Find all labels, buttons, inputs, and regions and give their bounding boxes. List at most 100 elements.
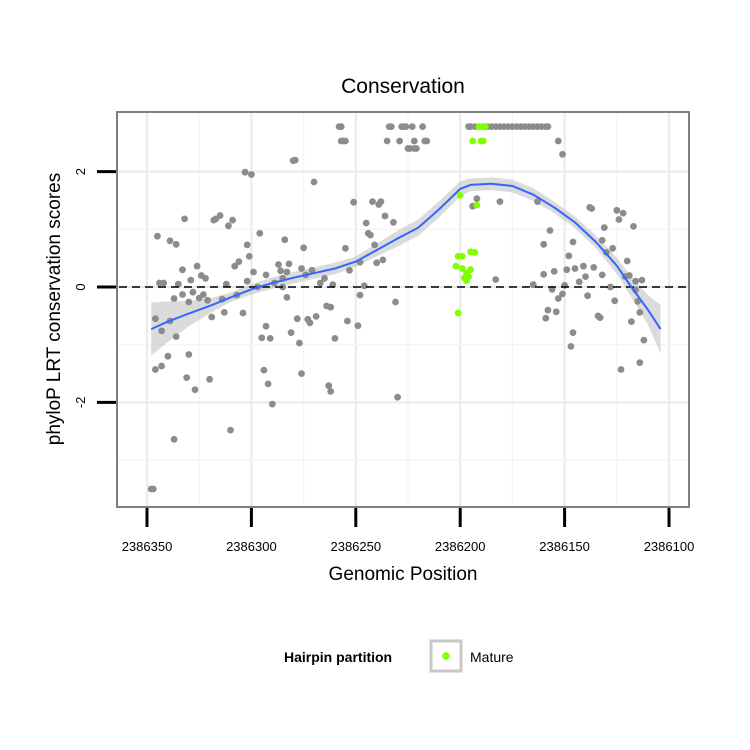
- x-tick-label: 2386250: [330, 539, 381, 554]
- point-other: [241, 168, 249, 176]
- point-other: [381, 212, 389, 220]
- point-other: [544, 306, 552, 314]
- point-other: [179, 266, 186, 274]
- point-other: [316, 279, 324, 287]
- point-other: [344, 317, 351, 325]
- point-other: [200, 291, 207, 298]
- point-other: [152, 366, 159, 373]
- point-other: [598, 271, 606, 279]
- y-axis-title: phyloP LRT conservation scores: [44, 173, 65, 446]
- point-other: [260, 366, 268, 374]
- point-other: [327, 388, 335, 395]
- point-other: [216, 212, 224, 219]
- point-other: [202, 274, 209, 282]
- point-other: [158, 327, 166, 335]
- point-other: [331, 335, 339, 342]
- point-mature: [456, 191, 464, 199]
- point-other: [154, 232, 161, 240]
- point-other: [264, 380, 272, 388]
- point-other: [185, 298, 193, 306]
- point-mature: [479, 137, 487, 145]
- legend-title: Hairpin partition: [284, 649, 392, 665]
- y-axis: -2 0 2: [73, 168, 116, 408]
- point-other: [325, 382, 333, 390]
- point-other: [172, 240, 180, 248]
- point-other: [166, 237, 174, 245]
- point-other: [189, 288, 197, 296]
- point-other: [312, 313, 320, 320]
- legend: Hairpin partition Mature: [284, 639, 514, 673]
- point-other: [617, 366, 625, 373]
- x-tick-label: 2386100: [644, 539, 695, 554]
- point-other: [369, 198, 376, 206]
- point-other: [179, 291, 186, 298]
- point-mature: [458, 253, 466, 260]
- point-mature: [454, 309, 462, 317]
- point-other: [588, 205, 596, 212]
- point-other: [250, 268, 257, 276]
- point-other: [540, 270, 548, 278]
- point-other: [408, 123, 416, 130]
- point-other: [598, 236, 606, 244]
- point-other: [298, 265, 305, 272]
- x-axis-title: Genomic Position: [329, 564, 478, 585]
- point-other: [164, 352, 172, 360]
- point-other: [473, 195, 481, 203]
- point-other: [225, 222, 232, 230]
- point-mature: [471, 249, 479, 256]
- x-tick-label: 2386350: [122, 539, 173, 554]
- point-other: [170, 295, 178, 302]
- point-other: [383, 137, 391, 145]
- point-other: [563, 266, 571, 274]
- point-other: [550, 268, 558, 275]
- point-mature: [458, 265, 466, 272]
- point-other: [600, 224, 608, 232]
- point-other: [580, 262, 587, 270]
- point-other: [640, 336, 648, 344]
- point-other: [239, 309, 247, 317]
- smooth-trend-line: [150, 182, 662, 331]
- point-other: [181, 215, 189, 223]
- point-other: [540, 240, 548, 248]
- point-other: [387, 123, 395, 130]
- point-other: [569, 329, 577, 336]
- point-other: [310, 178, 318, 186]
- point-other: [410, 137, 418, 145]
- point-other: [243, 241, 251, 249]
- point-other: [367, 231, 374, 239]
- point-other: [636, 309, 644, 316]
- point-other: [356, 291, 364, 299]
- point-other: [342, 244, 349, 252]
- point-other: [287, 329, 295, 336]
- point-other: [293, 315, 301, 323]
- point-other: [607, 283, 614, 291]
- point-other: [283, 268, 291, 276]
- point-mature: [452, 262, 460, 270]
- point-other: [559, 290, 566, 298]
- data-points: [147, 123, 648, 493]
- point-other: [337, 123, 345, 130]
- point-other: [360, 282, 368, 290]
- point-other: [632, 277, 639, 285]
- point-other: [222, 280, 230, 288]
- point-other: [529, 281, 537, 289]
- point-other: [623, 257, 631, 265]
- point-other: [492, 276, 500, 283]
- point-other: [609, 244, 616, 252]
- point-other: [569, 238, 577, 246]
- point-other: [227, 426, 234, 434]
- point-other: [308, 266, 316, 274]
- point-other: [183, 374, 191, 381]
- point-other: [613, 206, 621, 214]
- x-tick-label: 2386200: [435, 539, 486, 554]
- point-other: [379, 256, 387, 264]
- point-other: [496, 198, 504, 206]
- point-other: [567, 343, 575, 350]
- point-other: [423, 137, 431, 145]
- point-other: [350, 198, 358, 206]
- legend-label-mature: Mature: [470, 649, 514, 665]
- point-other: [542, 314, 550, 322]
- point-other: [565, 252, 573, 260]
- point-other: [193, 262, 201, 270]
